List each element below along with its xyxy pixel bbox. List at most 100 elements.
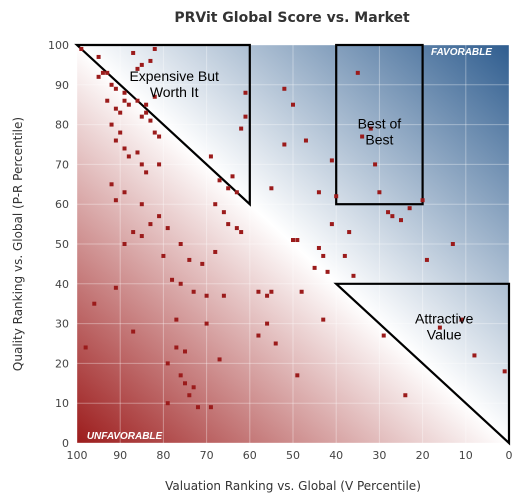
x-tick-label: 0 (506, 449, 513, 462)
y-tick-label: 50 (55, 238, 69, 251)
data-point (295, 238, 300, 243)
data-point (139, 114, 144, 119)
data-point (282, 86, 287, 91)
data-point (96, 74, 101, 79)
data-point (256, 289, 261, 294)
data-point (122, 98, 127, 103)
data-point (96, 54, 101, 59)
data-point (183, 381, 187, 386)
data-point (165, 361, 170, 366)
region-attractive-value (333, 282, 511, 446)
data-point (118, 110, 123, 115)
x-tick-label: 80 (156, 449, 170, 462)
annotations: Expensive But Worth It Best of Best Attracti… (87, 47, 492, 442)
data-point (187, 257, 192, 262)
annotation-unfavorable: UNFAVORABLE (87, 431, 163, 442)
data-point (139, 162, 144, 167)
data-point (321, 253, 326, 258)
data-point (161, 253, 166, 258)
data-point (131, 230, 136, 235)
data-point (329, 158, 334, 163)
data-point (170, 277, 175, 282)
data-point (139, 62, 144, 67)
data-point (368, 126, 373, 131)
data-point (265, 293, 270, 298)
data-point (403, 393, 408, 398)
data-point (174, 345, 179, 350)
data-point (195, 405, 200, 410)
data-point (109, 182, 114, 187)
data-point (334, 194, 339, 199)
data-point (118, 130, 123, 135)
data-point (152, 94, 157, 99)
data-point (148, 222, 153, 227)
data-point (407, 206, 412, 211)
x-tick-label: 50 (286, 449, 300, 462)
data-point (135, 150, 140, 155)
y-tick-label: 60 (55, 198, 69, 211)
data-point (399, 218, 403, 223)
data-point (239, 230, 244, 235)
data-point (135, 66, 140, 71)
data-point (191, 289, 196, 294)
x-tick-label: 10 (459, 449, 473, 462)
data-point (122, 146, 127, 151)
data-point (113, 198, 118, 203)
data-point (135, 98, 140, 103)
data-point (126, 154, 131, 159)
data-point (420, 198, 425, 203)
data-point (178, 281, 183, 286)
data-point (347, 230, 352, 235)
data-point (472, 353, 477, 358)
data-point (239, 126, 244, 131)
data-point (213, 249, 218, 254)
data-point (109, 122, 114, 127)
data-point (269, 186, 274, 191)
data-point (204, 293, 209, 298)
data-point (122, 90, 127, 95)
data-point (256, 333, 261, 338)
annotation-best-of-best: Best of Best (358, 116, 402, 148)
data-point (291, 102, 295, 107)
data-point (178, 373, 183, 378)
data-point (234, 190, 239, 195)
data-point (355, 70, 360, 75)
data-point (217, 357, 222, 362)
chart-title: PRVit Global Score vs. Market (174, 10, 410, 26)
y-tick-label: 10 (55, 397, 69, 410)
data-point (83, 345, 88, 350)
data-point (100, 70, 105, 75)
data-point (234, 226, 239, 231)
data-point (377, 190, 382, 195)
data-point (144, 102, 149, 107)
y-tick-label: 70 (55, 158, 69, 171)
annotation-expensive-but-worth-it: Expensive But Worth It (129, 68, 219, 100)
data-point (148, 118, 153, 123)
data-point (191, 385, 196, 390)
data-point (105, 98, 110, 103)
data-point (450, 242, 455, 246)
data-point (316, 190, 321, 195)
data-point (386, 210, 391, 215)
data-point (204, 321, 209, 326)
data-point (144, 110, 149, 115)
data-point (152, 46, 157, 51)
data-point (178, 242, 183, 246)
data-point (113, 106, 118, 111)
data-point (144, 170, 149, 175)
x-tick-label: 70 (200, 449, 214, 462)
y-tick-label: 20 (55, 357, 69, 370)
data-point (126, 102, 131, 107)
data-point (174, 317, 179, 322)
data-point (139, 234, 144, 239)
data-point (217, 178, 222, 183)
data-point (213, 202, 218, 207)
data-point (157, 134, 162, 139)
data-point (131, 329, 136, 334)
annotation-attractive-value: Attractive Value (415, 311, 474, 343)
data-point (459, 317, 464, 322)
data-points (79, 46, 507, 410)
data-point (152, 130, 157, 135)
x-axis-label: Valuation Ranking vs. Global (V Percenti… (165, 479, 421, 493)
